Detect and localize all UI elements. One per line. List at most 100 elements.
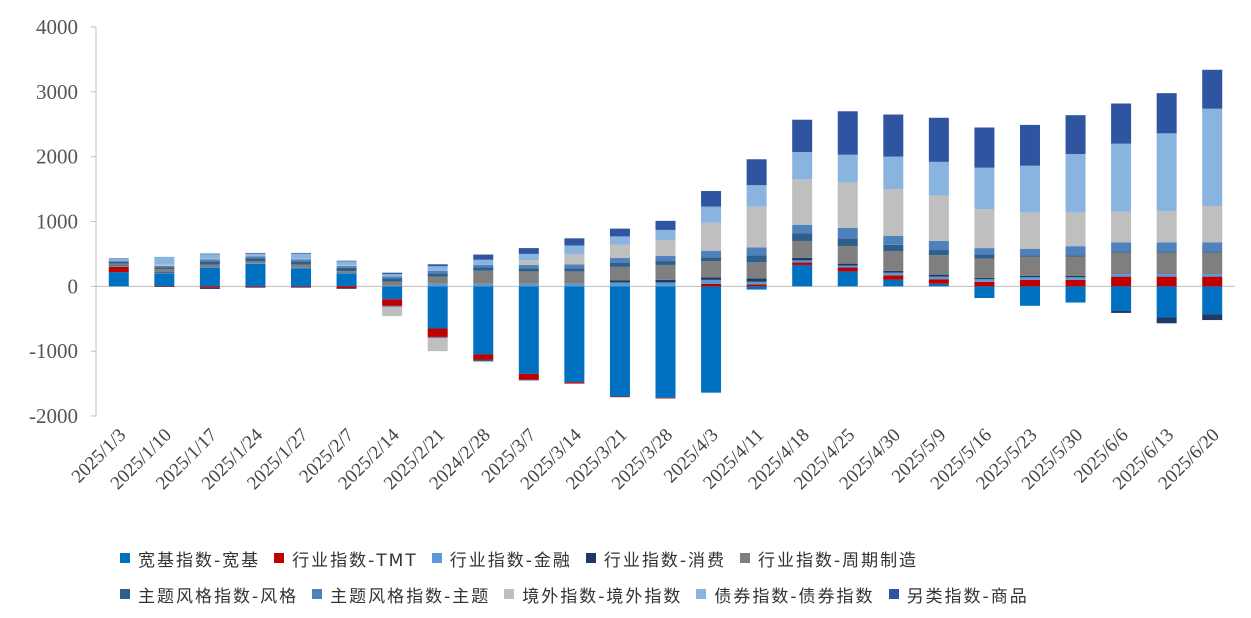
bar-segment	[473, 259, 494, 265]
bar-segment	[928, 274, 949, 277]
bar-segment	[701, 277, 722, 280]
bar-segment	[336, 267, 357, 272]
bar-segment	[199, 287, 220, 289]
bar-segment	[245, 286, 266, 287]
bar-segment	[245, 255, 266, 257]
bar-segment	[837, 154, 858, 183]
bar-segment	[1156, 286, 1177, 318]
bar-segment	[199, 254, 220, 259]
bar-segment	[245, 258, 266, 262]
bar-segment	[1202, 252, 1223, 275]
bar-segment	[473, 267, 494, 271]
bar-segment	[291, 264, 312, 268]
legend-item: 境外指数-境外指数	[504, 582, 682, 607]
bar-segment	[746, 159, 767, 186]
bar-segment	[336, 271, 357, 274]
bar-segment	[1156, 276, 1177, 287]
bar-segment	[336, 273, 357, 287]
bar-segment	[928, 161, 949, 196]
bar-segment	[746, 247, 767, 256]
legend-swatch	[585, 553, 596, 563]
bar-segment	[518, 260, 539, 265]
bar-segment	[883, 279, 904, 287]
bar-segment	[837, 265, 858, 268]
bar-segment	[837, 263, 858, 266]
bar-segment	[974, 286, 995, 298]
bar-segment	[1111, 274, 1132, 277]
bar-segment	[1111, 310, 1132, 313]
bar-segment	[974, 248, 995, 255]
bar-segment	[609, 286, 630, 397]
legend-item: 债券指数-债券指数	[696, 582, 874, 607]
legend-item: 主题风格指数-风格	[120, 582, 298, 607]
bar-segment	[792, 262, 813, 265]
bar-segment	[655, 282, 676, 287]
legend-row-1: 宽基指数-宽基 行业指数-TMT 行业指数-金融 行业指数-消费 行业指数-周期…	[120, 540, 1220, 576]
bar-segment	[1111, 211, 1132, 243]
legend-label: 宽基指数-宽基	[138, 550, 261, 571]
legend-item: 行业指数-周期制造	[740, 546, 918, 571]
bar-segment	[792, 152, 813, 180]
bar-segment	[1202, 274, 1223, 277]
bar-segment	[473, 264, 494, 268]
bar-segment	[1202, 251, 1223, 253]
bar-segment	[792, 260, 813, 263]
bar-segment	[108, 258, 129, 260]
bar-segment	[564, 382, 585, 384]
y-tick-label: 3000	[36, 80, 78, 104]
bar-segment	[154, 273, 175, 287]
bar-segment	[154, 272, 175, 274]
bar-segment	[746, 281, 767, 285]
bar-segment	[291, 286, 312, 288]
bar-segment	[291, 252, 312, 254]
bar-segment	[1156, 211, 1177, 243]
legend-label: 主题风格指数-风格	[138, 586, 299, 607]
bar-segment	[1111, 103, 1132, 144]
bar-segment	[1156, 133, 1177, 212]
bar-segment	[655, 240, 676, 256]
bar-segment	[1065, 275, 1086, 278]
bar-segment	[1065, 286, 1086, 303]
bar-segment	[655, 229, 676, 241]
y-tick-label: 2000	[36, 145, 78, 169]
bar-segment	[655, 255, 676, 262]
bar-segment	[792, 224, 813, 234]
legend-swatch	[888, 589, 899, 599]
bar-segment	[701, 222, 722, 251]
bar-segment	[883, 244, 904, 252]
bar-segment	[427, 270, 448, 274]
bar-segment	[746, 284, 767, 287]
bar-segment	[609, 266, 630, 281]
bar-segment	[245, 261, 266, 264]
bar-segment	[746, 262, 767, 279]
legend-label: 行业指数-金融	[449, 550, 572, 571]
bar-segment	[473, 283, 494, 287]
bar-segment	[199, 267, 220, 287]
bar-segment	[655, 286, 676, 398]
bar-segment	[427, 286, 448, 329]
bar-segment	[655, 397, 676, 399]
legend-item: 行业指数-TMT	[274, 546, 418, 571]
legend-swatch	[740, 553, 750, 563]
bar-segment	[199, 286, 220, 288]
bar-segment	[792, 240, 813, 258]
bar-segment	[1111, 251, 1132, 253]
bar-segment	[701, 206, 722, 223]
bar-segment	[154, 269, 175, 273]
bar-segment	[336, 265, 357, 266]
bar-segment	[518, 379, 539, 381]
bar-segment	[382, 286, 403, 300]
bar-segment	[473, 254, 494, 260]
bar-segment	[609, 236, 630, 245]
bar-segment	[1019, 124, 1040, 166]
legend-label: 另类指数-商品	[906, 586, 1029, 607]
bar-segment	[199, 258, 220, 260]
bar-segment	[336, 288, 357, 289]
bar-segment	[609, 228, 630, 237]
bar-segment	[473, 360, 494, 363]
bar-segment	[1019, 286, 1040, 306]
bar-segment	[1111, 286, 1132, 311]
bar-segment	[518, 264, 539, 269]
bar-segment	[1156, 274, 1177, 277]
bar-segment	[1065, 256, 1086, 276]
